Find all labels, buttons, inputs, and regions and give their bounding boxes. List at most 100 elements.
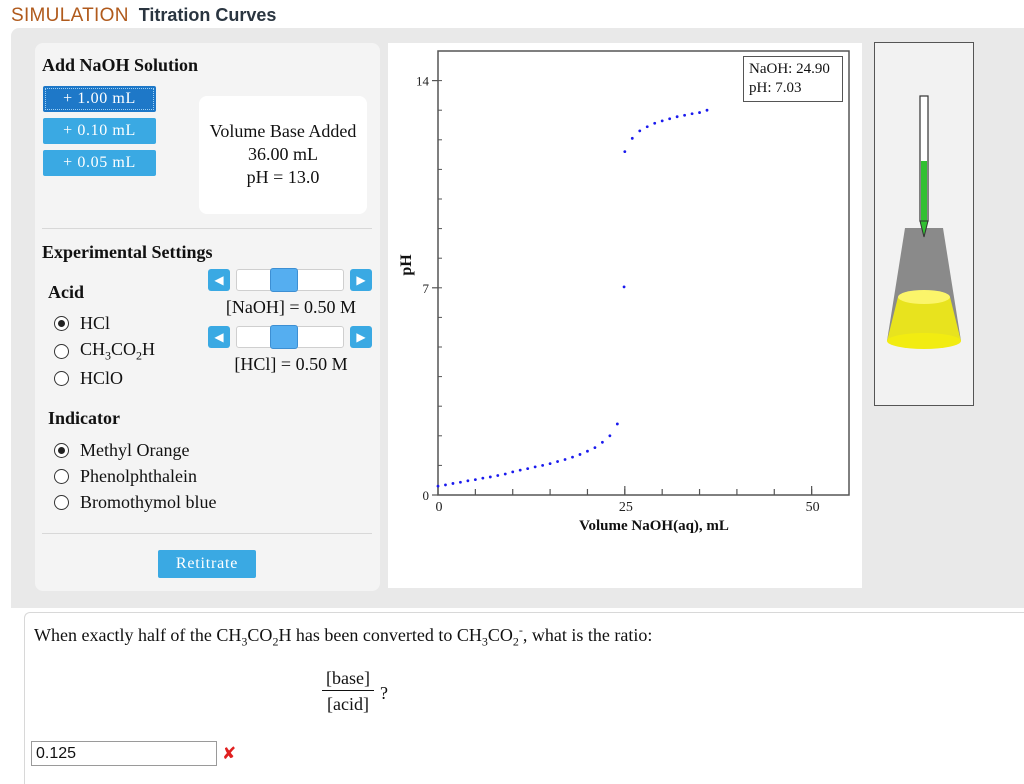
data-point — [436, 484, 440, 488]
acid-option-acetic[interactable]: CH3CO2H — [54, 339, 155, 364]
acid-option-label: HCl — [80, 313, 111, 333]
question-text: When exactly half of the CH3CO2H has bee… — [34, 623, 653, 649]
x-axis-label: Volume NaOH(aq), mL — [579, 518, 729, 534]
data-point — [705, 108, 709, 112]
data-point — [488, 475, 492, 479]
radio-button[interactable] — [54, 371, 69, 386]
data-point — [496, 474, 500, 477]
y-tick-label: 0 — [423, 488, 430, 503]
data-point — [698, 111, 701, 114]
hcl-concentration-label: [HCl] = 0.50 M — [234, 354, 348, 374]
titration-chart: 0 25 50 0 7 14 Volume NaOH(aq), mL pH — [398, 50, 850, 534]
indicator-label: Indicator — [48, 408, 120, 428]
decrease-arrow-icon[interactable]: ◀ — [208, 326, 230, 348]
radio-button[interactable] — [54, 316, 69, 331]
volume-value: 36.00 mL — [248, 144, 318, 164]
tooltip-ph: pH: 7.03 — [749, 80, 802, 96]
fraction-denominator: [acid] — [327, 694, 369, 714]
data-point — [533, 465, 537, 469]
data-point — [630, 136, 634, 140]
x-tick-label: 0 — [436, 500, 443, 515]
slider-thumb[interactable] — [270, 325, 298, 349]
data-point — [601, 440, 604, 444]
add-0-05-ml-button[interactable]: + 0.05 mL — [43, 150, 156, 176]
data-point — [675, 115, 679, 119]
page-header: SIMULATION Titration Curves — [11, 5, 276, 27]
flask-illustration — [887, 95, 961, 349]
hcl-concentration-slider[interactable]: ◀ ▶ — [208, 325, 372, 349]
data-point — [593, 446, 597, 450]
increase-arrow-icon[interactable]: ▶ — [350, 269, 372, 291]
volume-readout: Volume Base Added 36.00 mL pH = 13.0 — [199, 96, 367, 214]
flask-liquid — [887, 297, 961, 341]
data-point — [653, 121, 657, 125]
radio-button[interactable] — [54, 495, 69, 510]
y-tick-label: 14 — [416, 74, 430, 89]
fraction-numerator: [base] — [322, 666, 374, 691]
data-point — [638, 129, 642, 133]
add-0-1-ml-button[interactable]: + 0.10 mL — [43, 118, 156, 144]
data-point — [645, 125, 649, 129]
incorrect-x-icon: ✘ — [222, 744, 237, 764]
data-point — [622, 285, 626, 289]
data-point — [444, 483, 447, 487]
data-point — [683, 113, 686, 117]
data-point — [548, 462, 552, 466]
acid-option-hcl[interactable]: HCl — [54, 313, 110, 334]
indicator-option-phenolphthalein[interactable]: Phenolphthalein — [54, 466, 197, 487]
data-point-tooltip: NaOH: 24.90 pH: 7.03 — [743, 56, 843, 102]
y-axis-label: pH — [398, 254, 415, 276]
slider-thumb[interactable] — [270, 268, 298, 292]
acid-option-hclo[interactable]: HClO — [54, 368, 123, 389]
data-point — [556, 460, 559, 463]
data-point — [563, 458, 567, 461]
indicator-option-methyl-orange[interactable]: Methyl Orange — [54, 440, 189, 461]
radio-button[interactable] — [54, 343, 69, 359]
acid-label: Acid — [48, 282, 84, 302]
x-tick-label: 50 — [806, 500, 820, 515]
data-points — [436, 108, 709, 488]
radio-button[interactable] — [54, 443, 69, 458]
data-point — [481, 476, 485, 480]
data-point — [586, 449, 589, 453]
data-point — [518, 468, 522, 472]
header-title: Titration Curves — [138, 5, 277, 25]
liquid-surface — [898, 290, 950, 304]
increase-arrow-icon[interactable]: ▶ — [350, 326, 372, 348]
data-point — [623, 150, 627, 154]
data-point — [668, 117, 672, 121]
add-1-ml-button[interactable]: + 1.00 mL — [43, 86, 156, 112]
header-simulation-label: SIMULATION — [11, 5, 129, 26]
burette-base-solution — [921, 161, 927, 221]
question-mark: ? — [380, 683, 388, 703]
y-tick-label: 7 — [423, 281, 430, 296]
divider — [42, 533, 372, 534]
burette-tip — [919, 220, 929, 238]
add-naoh-title: Add NaOH Solution — [42, 55, 199, 75]
data-point — [466, 479, 470, 483]
indicator-option-label: Bromothymol blue — [80, 492, 217, 512]
data-point — [451, 482, 455, 485]
data-point — [615, 422, 619, 426]
experimental-settings-title: Experimental Settings — [42, 242, 213, 262]
acid-option-label: HClO — [80, 368, 124, 388]
flask-panel — [874, 42, 974, 406]
data-point — [459, 480, 462, 484]
answer-input[interactable] — [31, 741, 217, 766]
radio-button[interactable] — [54, 469, 69, 484]
x-tick-label: 25 — [619, 500, 633, 515]
data-point — [660, 119, 664, 123]
tooltip-naoh: NaOH: 24.90 — [749, 61, 830, 77]
data-point — [690, 112, 694, 116]
retitrate-button[interactable]: Retitrate — [158, 550, 256, 578]
naoh-concentration-slider[interactable]: ◀ ▶ — [208, 268, 372, 292]
decrease-arrow-icon[interactable]: ◀ — [208, 269, 230, 291]
data-point — [511, 470, 515, 474]
axis-ticks: 0 25 50 0 7 14 — [416, 74, 820, 515]
indicator-option-bromothymol-blue[interactable]: Bromothymol blue — [54, 492, 217, 513]
data-point — [541, 464, 545, 467]
volume-base-label: Volume Base Added — [209, 121, 357, 141]
ratio-fraction: [base] [acid] — [322, 666, 374, 717]
plot-frame — [437, 50, 850, 496]
data-point — [578, 453, 582, 456]
